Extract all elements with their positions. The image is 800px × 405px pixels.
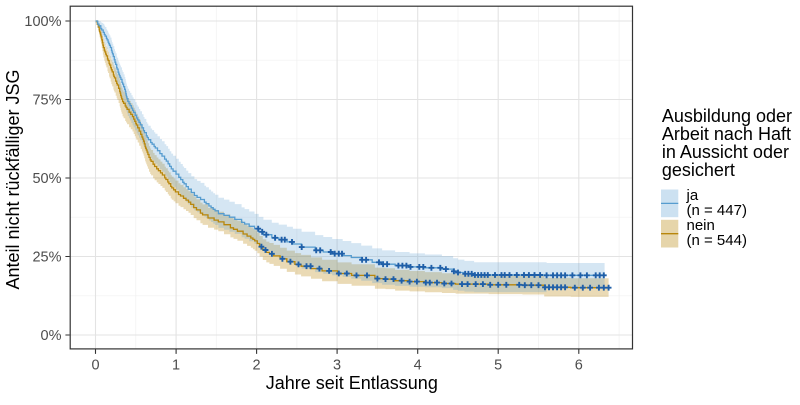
svg-text:50%: 50% xyxy=(32,171,61,187)
svg-text:Jahre seit Entlassung: Jahre seit Entlassung xyxy=(266,373,438,393)
svg-text:in Aussicht oder: in Aussicht oder xyxy=(662,142,789,162)
svg-text:25%: 25% xyxy=(32,250,61,266)
svg-text:gesichert: gesichert xyxy=(662,160,735,180)
svg-text:6: 6 xyxy=(575,358,583,374)
svg-text:1: 1 xyxy=(172,358,180,374)
svg-text:Ausbildung oder: Ausbildung oder xyxy=(662,106,792,126)
svg-text:5: 5 xyxy=(494,358,502,374)
svg-text:75%: 75% xyxy=(32,93,61,109)
svg-text:nein: nein xyxy=(687,217,715,234)
svg-text:(n = 544): (n = 544) xyxy=(687,232,747,249)
svg-text:(n = 447): (n = 447) xyxy=(687,202,747,219)
svg-text:ja: ja xyxy=(686,187,699,204)
svg-text:4: 4 xyxy=(414,358,422,374)
svg-text:0%: 0% xyxy=(41,328,62,344)
svg-text:100%: 100% xyxy=(24,14,61,30)
svg-text:0: 0 xyxy=(91,358,99,374)
svg-text:3: 3 xyxy=(333,358,341,374)
svg-text:2: 2 xyxy=(253,358,261,374)
svg-text:Anteil nicht rückfälliger JSG: Anteil nicht rückfälliger JSG xyxy=(3,69,23,289)
svg-text:Arbeit nach Haft: Arbeit nach Haft xyxy=(662,124,791,144)
